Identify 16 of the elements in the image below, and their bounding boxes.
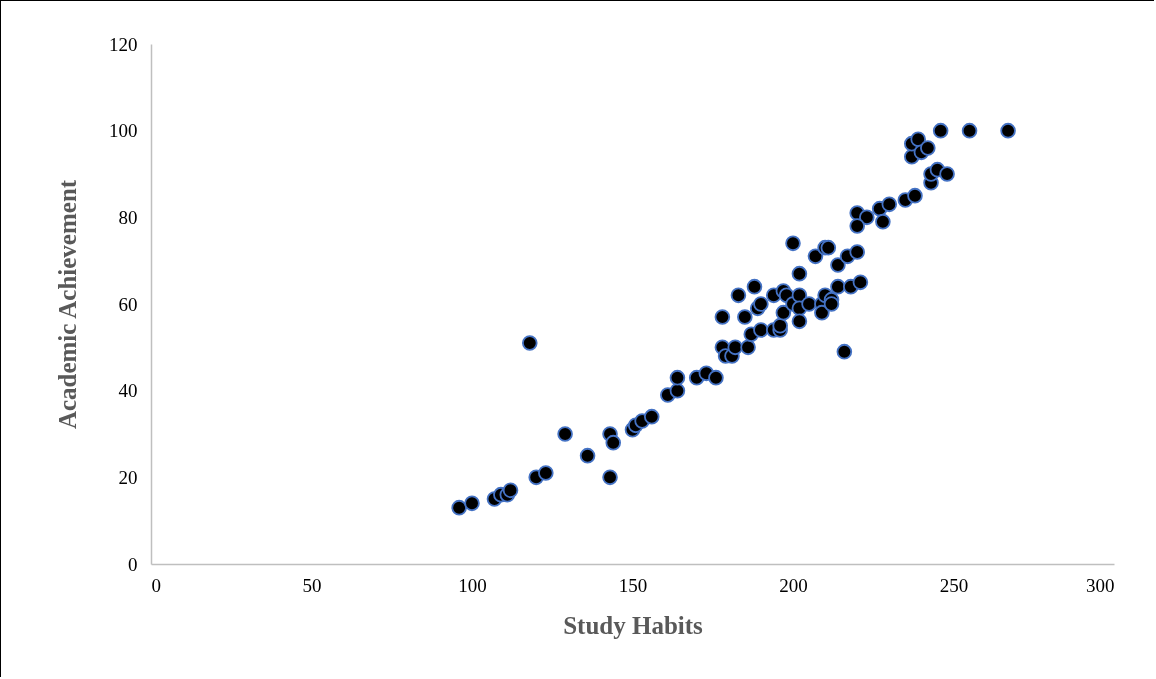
y-tick-label: 40 <box>118 380 138 402</box>
y-tick-label: 120 <box>109 33 138 55</box>
y-tick-label: 20 <box>118 466 138 488</box>
x-tick-label: 0 <box>151 574 161 596</box>
x-tick-label: 300 <box>1086 574 1115 596</box>
y-tick-label: 60 <box>118 293 138 315</box>
y-tick-label: 80 <box>118 206 138 228</box>
x-tick-label: 100 <box>458 574 487 596</box>
x-tick-label: 200 <box>779 574 808 596</box>
y-tick-label: 0 <box>128 553 138 575</box>
y-tick-label: 100 <box>109 120 138 142</box>
x-tick-label: 50 <box>302 574 322 596</box>
y-axis-title: Academic Achievement <box>54 179 81 430</box>
x-tick-label: 150 <box>618 574 648 596</box>
x-axis-title: Study Habits <box>563 611 704 639</box>
x-tick-label: 250 <box>939 574 969 596</box>
